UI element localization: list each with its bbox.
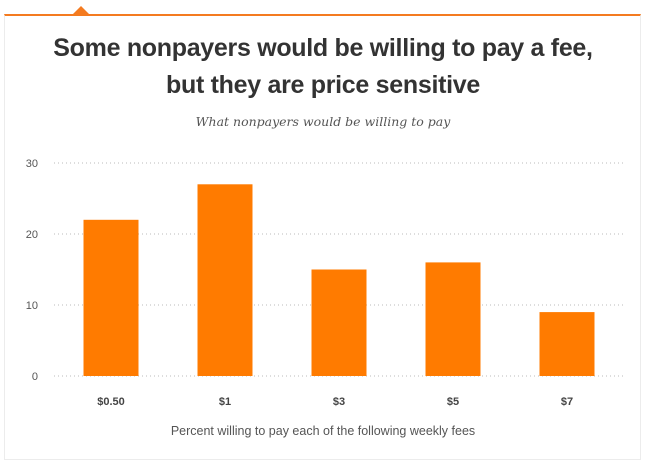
x-axis-label: Percent willing to pay each of the follo…	[170, 424, 476, 438]
bar	[197, 184, 253, 376]
x-tick-label: $7	[561, 396, 573, 408]
x-tick-label: $1	[219, 396, 231, 408]
x-tick-label: $0.50	[97, 396, 125, 408]
y-tick-label: 10	[26, 300, 38, 312]
header-notch	[73, 6, 89, 14]
x-tick-label: $5	[447, 396, 459, 408]
y-tick-label: 0	[32, 371, 38, 383]
y-tick-label: 20	[26, 229, 38, 241]
chart-subtitle: What nonpayers would be willing to pay	[195, 114, 451, 129]
bar	[539, 312, 595, 376]
y-tick-label: 30	[26, 158, 38, 170]
bar	[425, 262, 481, 376]
bar	[83, 219, 139, 376]
chart-title: Some nonpayers would be willing to pay a…	[53, 34, 593, 99]
bar	[311, 269, 367, 376]
x-tick-label: $3	[333, 396, 345, 408]
